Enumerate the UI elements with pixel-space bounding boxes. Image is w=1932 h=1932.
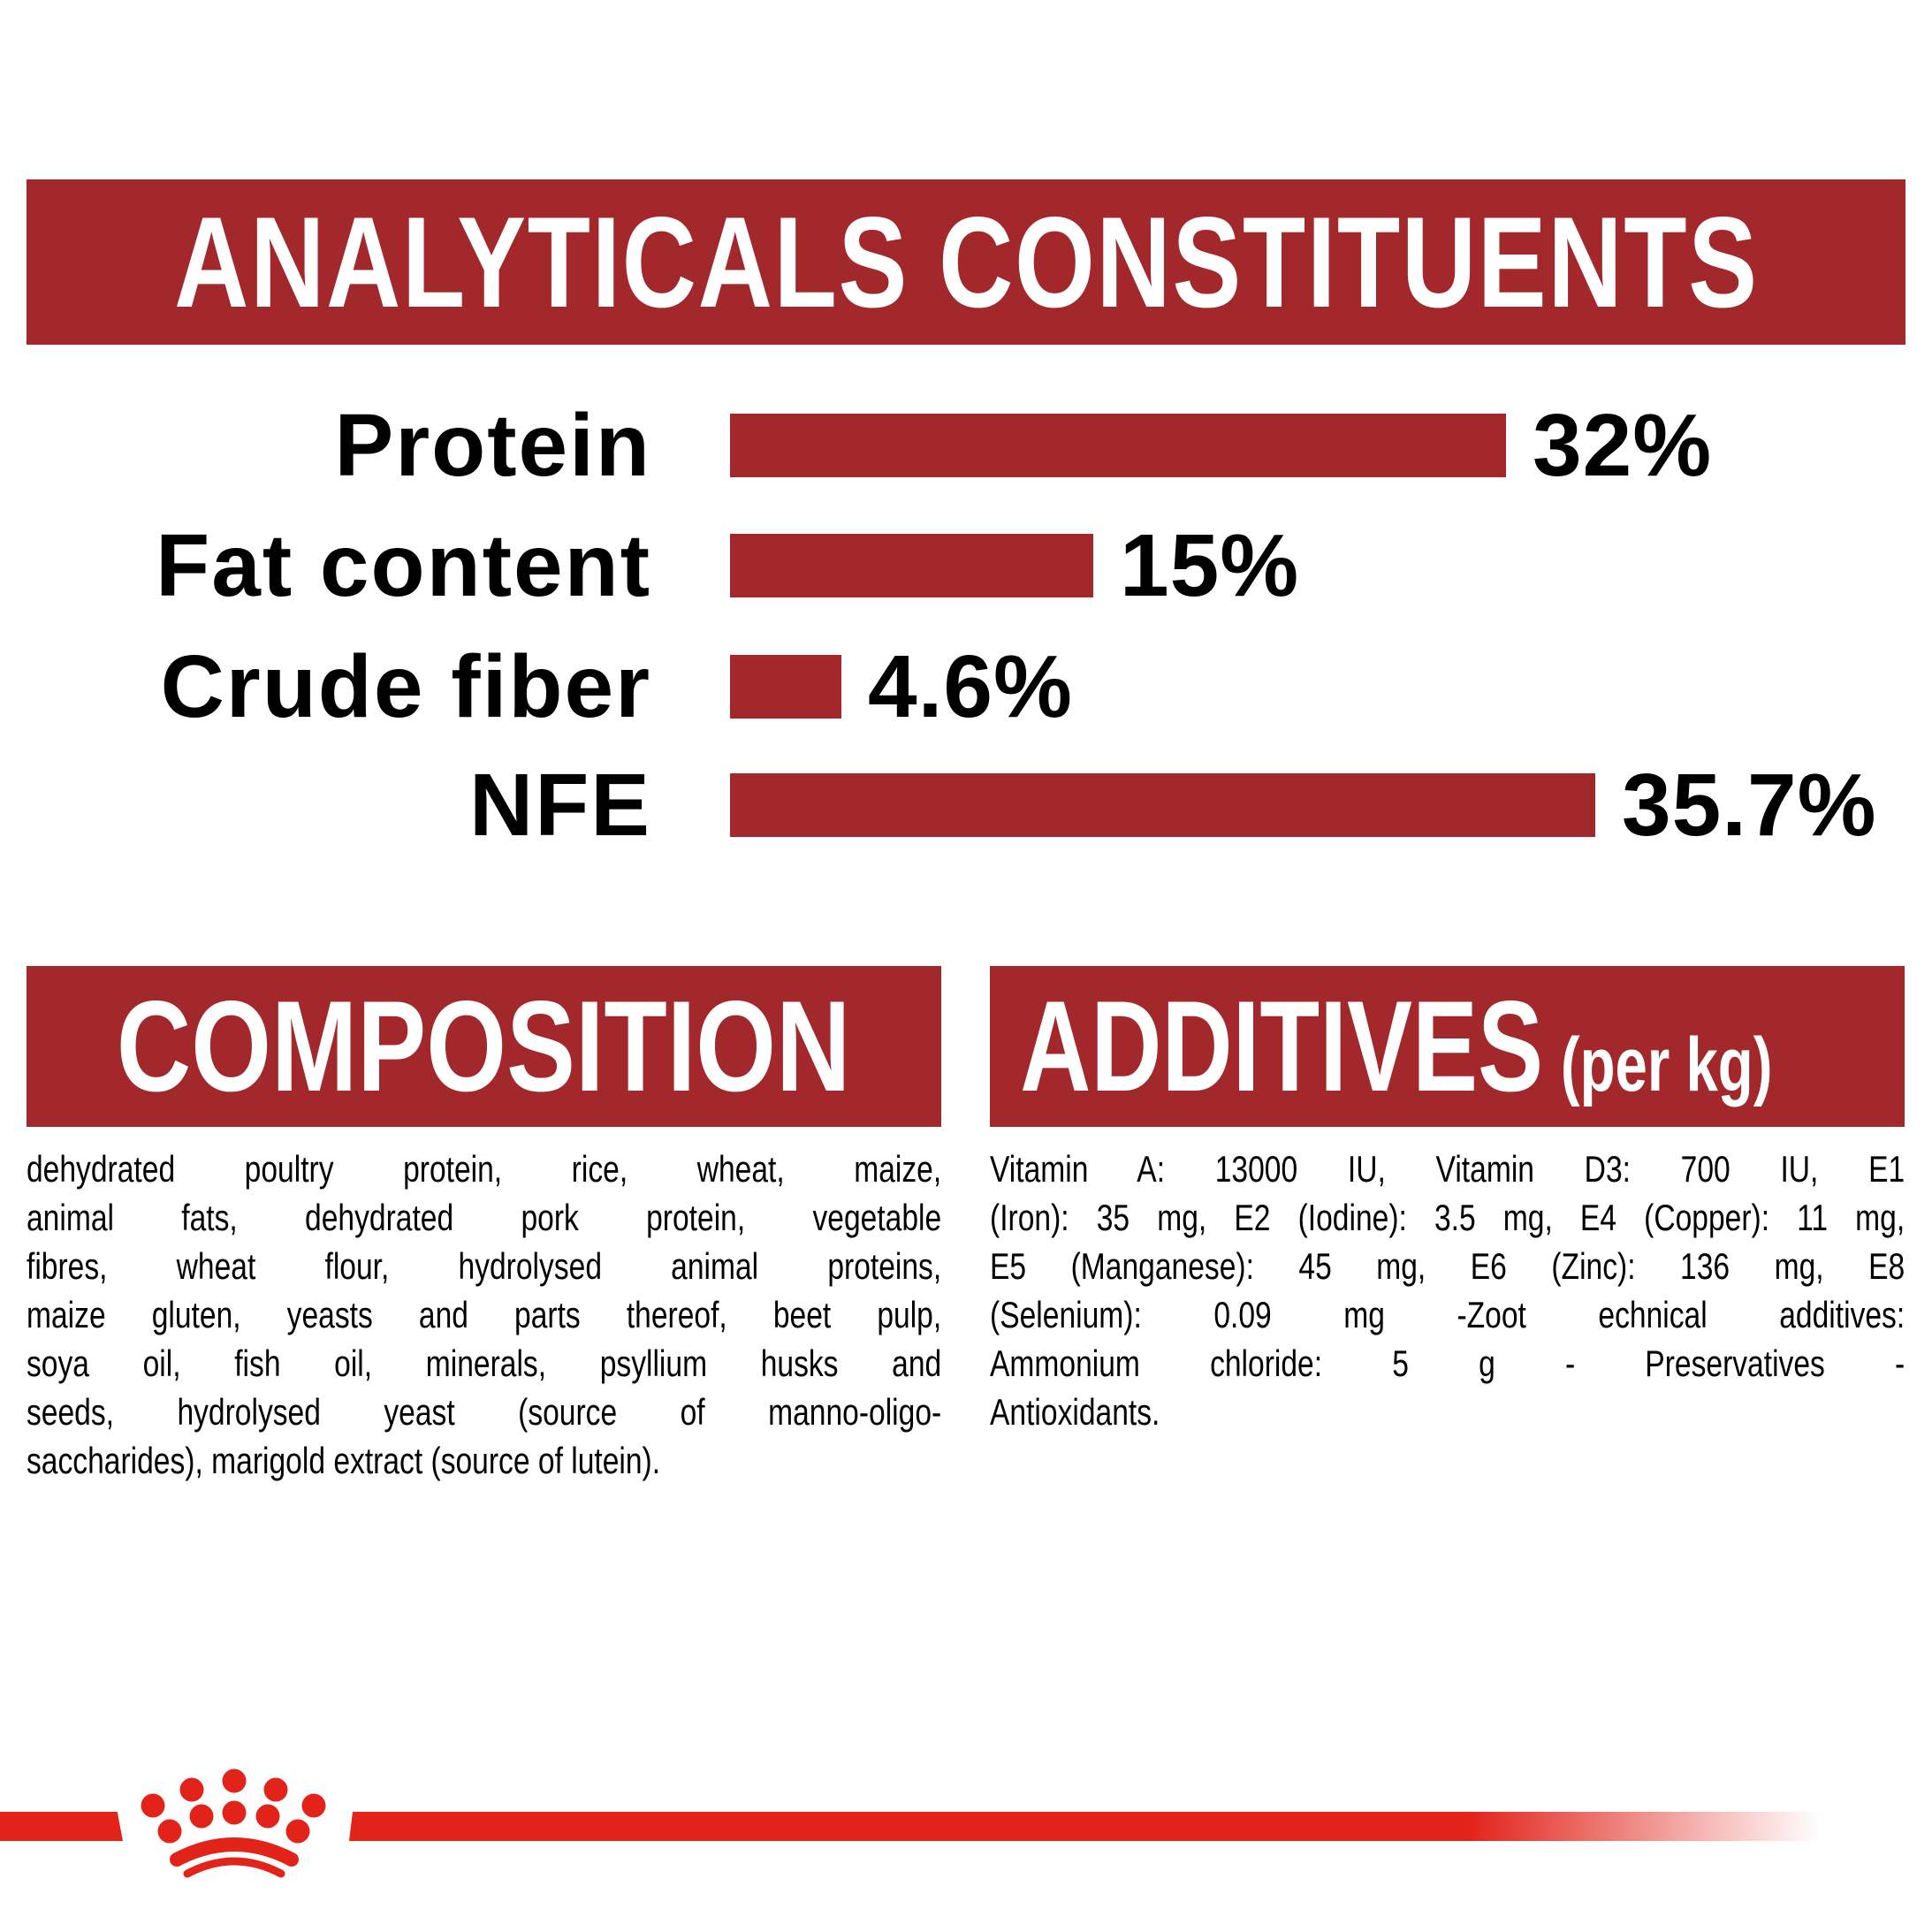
- text-line: (Iron): 35 mg, E2 (Iodine): 3.5 mg, E4 (…: [990, 1197, 1905, 1238]
- text-line: fibres, wheat flour, hydrolysed animal p…: [27, 1245, 942, 1287]
- bar: [730, 414, 1506, 477]
- text-line: saccharides), marigold extract (source o…: [27, 1440, 661, 1481]
- analyticals-banner: ANALYTICALS CONSTITUENTS: [27, 179, 1905, 345]
- bar: [730, 534, 1093, 597]
- bar-value: 4.6%: [868, 637, 1073, 736]
- text-line: dehydrated poultry protein, rice, wheat,…: [27, 1148, 942, 1190]
- chart-row-nfe: NFE 35.7%: [0, 756, 1932, 855]
- chart-row-protein: Protein 32%: [0, 396, 1932, 495]
- text-line: Vitamin A: 13000 IU, Vitamin D3: 700 IU,…: [990, 1148, 1905, 1190]
- text-line: Ammonium chloride: 5 g - Preservatives -: [990, 1343, 1905, 1384]
- additives-text: Vitamin A: 13000 IU, Vitamin D3: 700 IU,…: [990, 1145, 1905, 1436]
- bar: [730, 773, 1595, 837]
- bar-label: Crude fiber: [160, 637, 651, 736]
- bar-value: 32%: [1533, 396, 1713, 495]
- composition-banner: COMPOSITION: [27, 966, 941, 1127]
- composition-title: COMPOSITION: [117, 974, 851, 1118]
- text-line: animal fats, dehydrated pork protein, ve…: [27, 1197, 942, 1238]
- footer-brand-line-left: [0, 1812, 123, 1841]
- text-line: maize gluten, yeasts and parts thereof, …: [27, 1294, 942, 1335]
- bar-label: Protein: [334, 396, 651, 495]
- bar: [730, 655, 841, 719]
- composition-text: dehydrated poultry protein, rice, wheat,…: [27, 1145, 941, 1485]
- bar-label: NFE: [469, 756, 651, 855]
- text-line: soya oil, fish oil, minerals, psyllium h…: [27, 1343, 942, 1384]
- text-line: (Selenium): 0.09 mg -Zoot echnical addit…: [990, 1294, 1905, 1335]
- royal-canin-crown-icon: [141, 1768, 326, 1878]
- footer-brand-line-right: [349, 1812, 1821, 1841]
- text-line: seeds, hydrolysed yeast (source of manno…: [27, 1391, 942, 1433]
- bar-value: 35.7%: [1622, 756, 1877, 855]
- additives-per-kg: (per kg): [1560, 1023, 1773, 1107]
- text-line: E5 (Manganese): 45 mg, E6 (Zinc): 136 mg…: [990, 1245, 1905, 1287]
- bar-value: 15%: [1120, 516, 1300, 615]
- bar-label: Fat content: [156, 516, 651, 615]
- chart-row-fat: Fat content 15%: [0, 516, 1932, 615]
- analyticals-title: ANALYTICALS CONSTITUENTS: [173, 189, 1759, 334]
- additives-title: ADDITIVES: [1020, 974, 1544, 1118]
- chart-row-fiber: Crude fiber 4.6%: [0, 637, 1932, 736]
- text-line: Antioxidants.: [990, 1391, 1160, 1433]
- additives-banner: ADDITIVES (per kg): [990, 966, 1905, 1127]
